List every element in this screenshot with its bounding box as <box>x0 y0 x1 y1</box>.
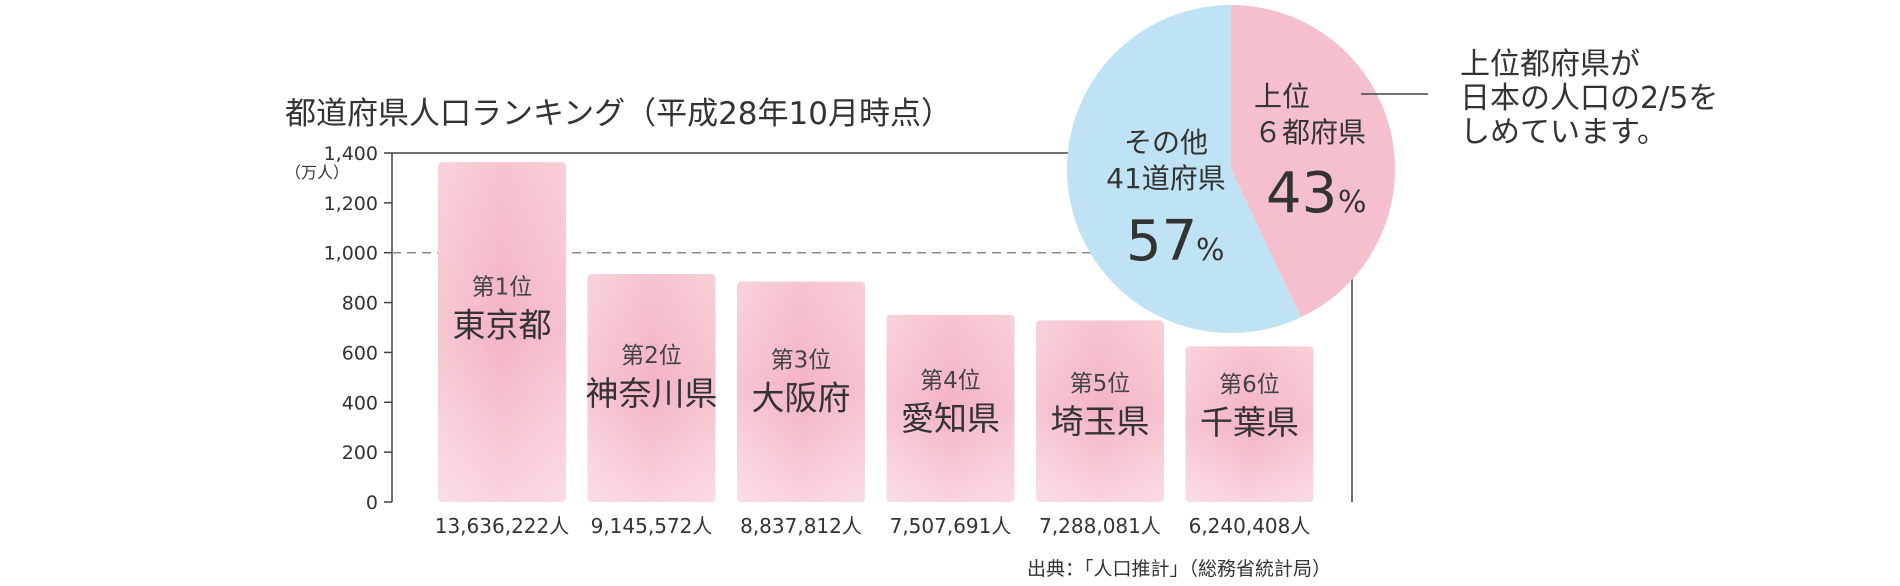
chart-title: 都道府県人口ランキング（平成28年10月時点） <box>285 96 952 132</box>
population-label: 13,636,222人 <box>435 514 570 538</box>
bar-rank-label: 第5位 <box>1070 371 1131 397</box>
pie-label-other-line1: その他 <box>1124 126 1208 159</box>
y-tick-label: 400 <box>342 392 378 414</box>
bar-category-label: 東京都 <box>453 306 552 345</box>
pie-pct-top-sign: % <box>1338 185 1367 220</box>
y-tick-label: 800 <box>342 293 378 315</box>
population-label: 6,240,408人 <box>1189 514 1311 538</box>
bar-4-sheen <box>886 314 1015 502</box>
pie-slice-1 <box>1231 5 1395 318</box>
bar-3-sheen <box>737 281 865 502</box>
pie-label-other-line2: 41道府県 <box>1106 162 1226 195</box>
bar-6-sheen <box>1185 346 1314 502</box>
bar-2-sheen <box>587 274 716 502</box>
bar-1-sheen <box>438 162 566 502</box>
source-note: 出典：「人口推計」（総務省統計局） <box>1027 558 1331 580</box>
population-label: 9,145,572人 <box>591 514 713 538</box>
bar-rank-label: 第2位 <box>621 343 682 369</box>
bar-rank-label: 第1位 <box>472 275 533 301</box>
annotation-line: 上位都府県が <box>1460 47 1640 82</box>
pie-pct-other-sign: % <box>1196 233 1225 268</box>
bar-category-label: 大阪府 <box>752 379 851 418</box>
population-label: 7,288,081人 <box>1039 514 1161 538</box>
plot-frame <box>391 152 1353 502</box>
bar-category-label: 埼玉県 <box>1051 402 1150 441</box>
y-tick-label: 600 <box>342 342 378 364</box>
y-axis-unit: （万人） <box>285 163 349 182</box>
bar-rank-label: 第4位 <box>920 368 981 394</box>
bar-rank-label: 第6位 <box>1219 372 1280 398</box>
pie-label-top-line1: 上位 <box>1254 80 1310 113</box>
pie-pct-top: 43 <box>1266 161 1337 226</box>
pie-label-top-line2: ６都府県 <box>1254 116 1366 149</box>
bar-category-label: 神奈川県 <box>586 374 718 413</box>
y-tick-label: 1,000 <box>324 243 378 265</box>
pie-pct-other: 57 <box>1126 209 1197 274</box>
y-tick-label: 200 <box>342 442 378 464</box>
population-label: 8,837,812人 <box>740 514 862 538</box>
bar-rank-label: 第3位 <box>771 348 832 374</box>
annotation-line: しめています。 <box>1460 115 1667 150</box>
pie-slice-2 <box>1066 5 1301 334</box>
y-tick-label: 1,400 <box>324 143 378 165</box>
bar-category-label: 千葉県 <box>1200 403 1299 442</box>
annotation-line: 日本の人口の2/5を <box>1460 81 1718 116</box>
y-tick-label: 0 <box>366 492 378 514</box>
y-tick-label: 1,200 <box>324 193 378 215</box>
population-label: 7,507,691人 <box>890 514 1012 538</box>
bar-5-sheen <box>1036 320 1164 502</box>
bar-category-label: 愛知県 <box>901 399 1000 438</box>
